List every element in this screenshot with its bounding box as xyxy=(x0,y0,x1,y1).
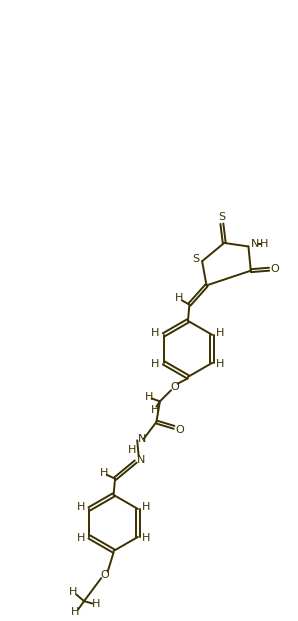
Text: S: S xyxy=(218,212,226,222)
Text: H: H xyxy=(150,405,159,415)
Text: H: H xyxy=(216,329,225,338)
Text: O: O xyxy=(100,569,109,579)
Text: S: S xyxy=(192,254,199,264)
Text: H: H xyxy=(151,329,160,338)
Text: H: H xyxy=(151,360,160,369)
Text: H: H xyxy=(77,502,85,512)
Text: N: N xyxy=(251,239,259,249)
Text: H: H xyxy=(92,599,100,609)
Text: H: H xyxy=(145,392,153,402)
Text: H: H xyxy=(128,445,136,455)
Text: N: N xyxy=(138,434,147,444)
Text: H: H xyxy=(142,533,150,543)
Text: O: O xyxy=(175,425,184,435)
Text: O: O xyxy=(170,382,179,392)
Text: H: H xyxy=(100,468,108,478)
Text: H: H xyxy=(77,533,85,543)
Text: H: H xyxy=(69,587,77,597)
Text: H: H xyxy=(71,607,80,617)
Text: H: H xyxy=(216,360,225,369)
Text: H: H xyxy=(260,239,268,249)
Text: O: O xyxy=(271,263,279,274)
Text: H: H xyxy=(142,502,150,512)
Text: N: N xyxy=(137,455,145,465)
Text: H: H xyxy=(175,293,183,303)
